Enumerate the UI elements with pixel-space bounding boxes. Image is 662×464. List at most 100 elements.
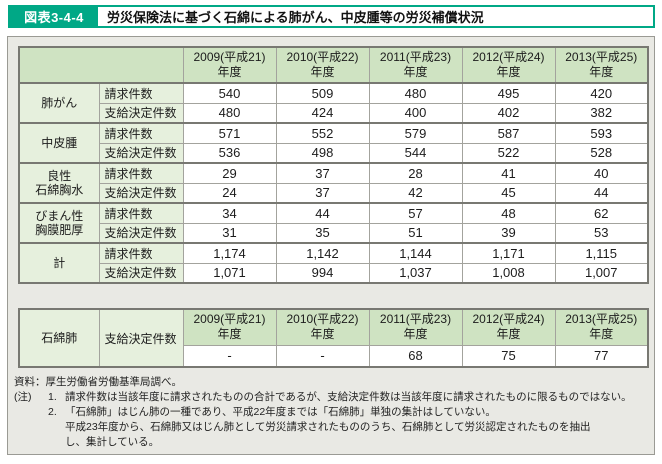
- asbestosis-label-cell: 石綿肺: [18, 308, 100, 368]
- value-cell: 509: [275, 82, 370, 104]
- year-header-cell: 2010(平成22) 年度: [275, 46, 370, 84]
- table-row: 支給決定件数 1,071 994 1,037 1,008 1,007: [19, 262, 649, 284]
- value-cell: 480: [182, 102, 277, 124]
- value-cell: 382: [554, 102, 649, 124]
- value-cell: 1,171: [461, 242, 556, 264]
- value-cell: 1,144: [368, 242, 463, 264]
- disease-label-cell: 計: [18, 242, 100, 284]
- value-cell: 41: [461, 162, 556, 184]
- table-row: - - 68 75 77: [19, 344, 649, 368]
- value-cell: 29: [182, 162, 277, 184]
- value-cell: 528: [554, 142, 649, 164]
- value-cell: 424: [275, 102, 370, 124]
- table-row: びまん性 胸膜肥厚 請求件数 34 44 57 48 62: [18, 202, 649, 244]
- value-cell: 540: [182, 82, 277, 104]
- table-header-row: 石綿肺 支給決定件数 2009(平成21) 年度 2010(平成22) 年度 2…: [18, 308, 649, 368]
- compensation-table: 2009(平成21) 年度 2010(平成22) 年度 2011(平成23) 年…: [18, 46, 649, 284]
- value-cell: 51: [368, 222, 463, 244]
- value-cell: 53: [554, 222, 649, 244]
- disease-label-cell: びまん性 胸膜肥厚: [18, 202, 100, 244]
- measure-label-cell: 支給決定件数: [98, 182, 184, 204]
- value-cell: -: [275, 344, 370, 368]
- table-row: 中皮腫 請求件数 571 552 579 587 593: [18, 122, 649, 164]
- measure-label-cell: 請求件数: [98, 82, 184, 104]
- value-cell: 35: [275, 222, 370, 244]
- year-header-cell: 2010(平成22) 年度: [275, 308, 370, 346]
- note-label: (注): [14, 391, 32, 403]
- value-cell: 62: [554, 202, 649, 224]
- value-cell: 495: [461, 82, 556, 104]
- value-cell: 571: [182, 122, 277, 144]
- value-cell: 34: [182, 202, 277, 224]
- value-cell: 44: [554, 182, 649, 204]
- measure-label-cell: 請求件数: [98, 122, 184, 144]
- corner-cell: [18, 46, 184, 84]
- value-cell: 1,007: [554, 262, 649, 284]
- year-header-cell: 2011(平成23) 年度: [368, 308, 463, 346]
- value-cell: 1,008: [461, 262, 556, 284]
- value-cell: 1,037: [368, 262, 463, 284]
- year-header-cell: 2009(平成21) 年度: [182, 46, 277, 84]
- year-header-cell: 2012(平成24) 年度: [461, 308, 556, 346]
- table-row: 計 請求件数 1,174 1,142 1,144 1,171 1,115: [18, 242, 649, 284]
- value-cell: 24: [182, 182, 277, 204]
- value-cell: 57: [368, 202, 463, 224]
- figure-number-badge: 図表3-4-4: [10, 7, 98, 26]
- value-cell: 75: [461, 344, 556, 368]
- measure-label-cell: 支給決定件数: [98, 262, 184, 284]
- value-cell: 1,071: [182, 262, 277, 284]
- value-cell: 402: [461, 102, 556, 124]
- measure-label-cell: 支給決定件数: [98, 222, 184, 244]
- note-number: 2.: [48, 406, 57, 418]
- table-row: 支給決定件数 24 37 42 45 44: [19, 182, 649, 204]
- value-cell: 1,142: [275, 242, 370, 264]
- table-row: 支給決定件数 31 35 51 39 53: [19, 222, 649, 244]
- disease-label-cell: 良性 石綿胸水: [18, 162, 100, 204]
- value-cell: 552: [275, 122, 370, 144]
- year-header-cell: 2013(平成25) 年度: [554, 308, 649, 346]
- value-cell: 480: [368, 82, 463, 104]
- value-cell: 1,174: [182, 242, 277, 264]
- value-cell: 28: [368, 162, 463, 184]
- asbestosis-measure-cell: 支給決定件数: [98, 308, 184, 368]
- disease-label-cell: 肺がん: [18, 82, 100, 124]
- value-cell: 40: [554, 162, 649, 184]
- year-header-cell: 2011(平成23) 年度: [368, 46, 463, 84]
- value-cell: 77: [554, 344, 649, 368]
- asbestosis-table: 石綿肺 支給決定件数 2009(平成21) 年度 2010(平成22) 年度 2…: [18, 308, 649, 368]
- value-cell: 37: [275, 182, 370, 204]
- note-item: (注) 1. 請求件数は当該年度に請求されたものの合計であるが、支給決定件数は当…: [14, 390, 652, 405]
- note-text: 「石綿肺」はじん肺の一種であり、平成22年度までは「石綿肺」単独の集計はしていな…: [65, 406, 591, 448]
- value-cell: 994: [275, 262, 370, 284]
- year-header-cell: 2013(平成25) 年度: [554, 46, 649, 84]
- value-cell: 45: [461, 182, 556, 204]
- value-cell: 31: [182, 222, 277, 244]
- value-cell: 522: [461, 142, 556, 164]
- value-cell: 400: [368, 102, 463, 124]
- year-header-cell: 2012(平成24) 年度: [461, 46, 556, 84]
- figure-header-bar: 図表3-4-4 労災保険法に基づく石綿による肺がん、中皮腫等の労災補償状況: [8, 5, 655, 28]
- value-cell: 37: [275, 162, 370, 184]
- table-row: 支給決定件数 480 424 400 402 382: [19, 102, 649, 124]
- table-row: 肺がん 請求件数 540 509 480 495 420: [18, 82, 649, 124]
- measure-label-cell: 請求件数: [98, 162, 184, 184]
- measure-label-cell: 請求件数: [98, 242, 184, 264]
- value-cell: 39: [461, 222, 556, 244]
- value-cell: 1,115: [554, 242, 649, 264]
- value-cell: 68: [368, 344, 463, 368]
- measure-label-cell: 請求件数: [98, 202, 184, 224]
- value-cell: 42: [368, 182, 463, 204]
- value-cell: 44: [275, 202, 370, 224]
- value-cell: 48: [461, 202, 556, 224]
- value-cell: 498: [275, 142, 370, 164]
- note-text: 請求件数は当該年度に請求されたものの合計であるが、支給決定件数は当該年度に請求さ…: [65, 391, 632, 403]
- disease-label-cell: 中皮腫: [18, 122, 100, 164]
- figure-title: 労災保険法に基づく石綿による肺がん、中皮腫等の労災補償状況: [107, 10, 484, 25]
- notes-block: 資料：厚生労働省労働基準局調べ。 (注) 1. 請求件数は当該年度に請求されたも…: [14, 375, 652, 450]
- value-cell: 579: [368, 122, 463, 144]
- table-header-row: 2009(平成21) 年度 2010(平成22) 年度 2011(平成23) 年…: [18, 46, 649, 84]
- table-row: 良性 石綿胸水 請求件数 29 37 28 41 40: [18, 162, 649, 204]
- value-cell: 536: [182, 142, 277, 164]
- content-panel: 2009(平成21) 年度 2010(平成22) 年度 2011(平成23) 年…: [7, 36, 655, 455]
